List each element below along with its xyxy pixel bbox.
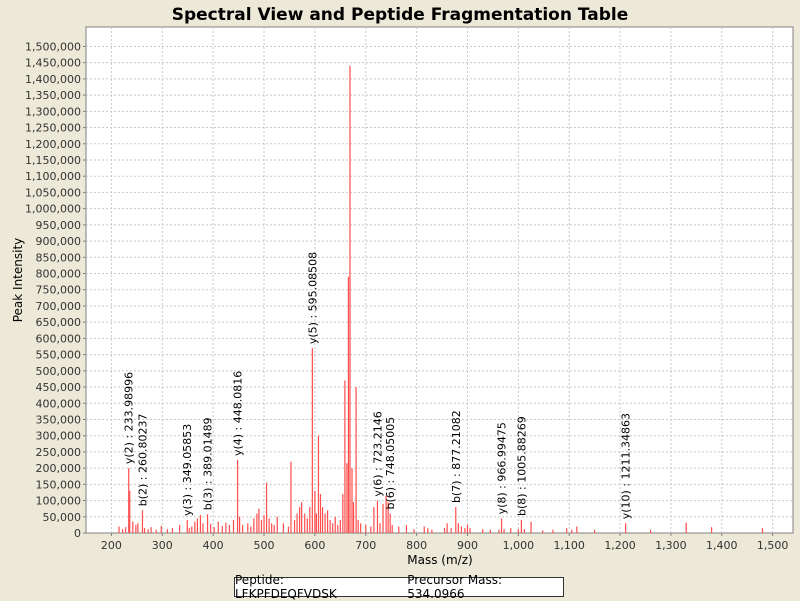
y-tick-label: 0 [74,527,81,540]
y-tick-label: 1,050,000 [25,186,81,199]
y-tick-label: 650,000 [36,316,82,329]
x-tick-label: 500 [254,539,275,552]
y-axis-ticks: 0 50,000 100,000 150,000 200,000 250,000 300,0… [25,40,86,540]
fragment-label: b(8) : 1005.88269 [515,416,528,516]
x-axis-label: Mass (m/z) [407,553,472,567]
y-tick-label: 900,000 [36,235,82,248]
fragment-label: y(4) : 448.0816 [232,371,245,456]
y-tick-label: 1,500,000 [25,40,81,53]
y-tick-label: 100,000 [36,495,82,508]
y-axis-label: Peak Intensity [11,238,25,323]
gridlines [86,27,793,533]
y-tick-label: 300,000 [36,430,82,443]
x-tick-label: 400 [203,539,224,552]
fragment-label: b(6) : 748.05005 [384,417,397,510]
x-tick-label: 1,400 [706,539,738,552]
peptide-info-box: Peptide: LFKPFDEQFVDSK Precursor Mass: 5… [234,573,564,601]
y-tick-label: 1,400,000 [25,73,81,86]
x-tick-label: 1,300 [655,539,687,552]
y-tick-label: 1,300,000 [25,105,81,118]
y-tick-label: 400,000 [36,397,82,410]
precursor-mass: Precursor Mass: 534.0966 [407,573,503,601]
y-tick-label: 1,350,000 [25,89,81,102]
fragment-label: y(10) : 1211.34863 [620,413,633,519]
fragment-label: y(2) : 233.98996 [123,372,136,464]
fragment-label: y(5) : 595.08508 [306,252,319,344]
x-tick-label: 300 [152,539,173,552]
x-axis-ticks: 200 300 400 500 600 700 800 900 1,000 1,100 1,200 1… [101,533,788,552]
peptide-sequence: Peptide: LFKPFDEQFVDSK [235,573,337,601]
x-tick-label: 900 [457,539,478,552]
fragment-label: b(2) : 260.80237 [136,414,149,507]
y-tick-label: 1,100,000 [25,170,81,183]
x-tick-label: 800 [406,539,427,552]
y-tick-label: 1,250,000 [25,122,81,135]
chart-title: Spectral View and Peptide Fragmentation … [172,5,629,25]
y-tick-label: 1,000,000 [25,203,81,216]
y-tick-label: 350,000 [36,413,82,426]
y-tick-label: 850,000 [36,251,82,264]
x-tick-label: 1,200 [604,539,636,552]
y-tick-label: 600,000 [36,332,82,345]
y-tick-label: 250,000 [36,446,82,459]
y-tick-label: 550,000 [36,349,82,362]
y-tick-label: 700,000 [36,300,82,313]
fragment-annotations: y(2) : 233.98996 b(2) : 260.80237 y(3) : 3… [123,252,633,519]
y-tick-label: 750,000 [36,284,82,297]
y-tick-label: 950,000 [36,219,82,232]
y-tick-label: 1,150,000 [25,154,81,167]
y-tick-label: 50,000 [43,511,82,524]
x-tick-label: 200 [101,539,122,552]
x-tick-label: 700 [355,539,376,552]
y-tick-label: 800,000 [36,268,82,281]
x-tick-label: 1,100 [553,539,585,552]
fragment-label: y(6) : 723.2146 [371,411,384,496]
x-tick-label: 1,500 [757,539,789,552]
y-tick-label: 150,000 [36,478,82,491]
x-tick-label: 600 [304,539,325,552]
fragment-label: b(7) : 877.21082 [450,410,463,503]
y-tick-label: 1,450,000 [25,57,81,70]
fragment-label: y(3) : 349.05853 [181,424,194,516]
y-tick-label: 1,200,000 [25,138,81,151]
fragment-label: b(3) : 389.01489 [202,417,215,510]
y-tick-label: 500,000 [36,365,82,378]
x-tick-label: 1,000 [503,539,535,552]
fragment-label: y(8) : 966.99475 [496,422,509,514]
y-tick-label: 450,000 [36,381,82,394]
y-tick-label: 200,000 [36,462,82,475]
spectrum-peaks [118,65,764,533]
